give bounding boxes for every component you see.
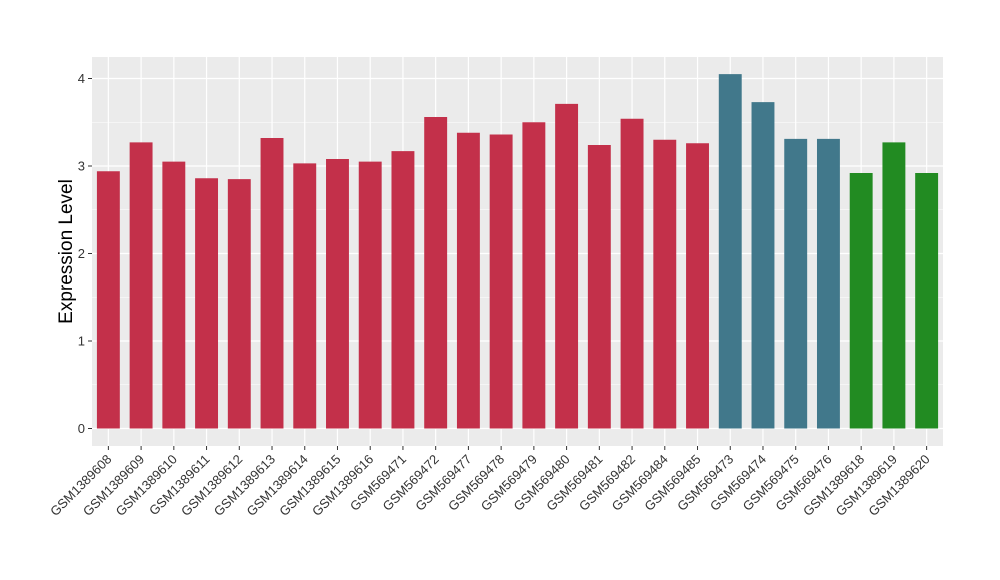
bar-GSM569478	[489, 134, 513, 429]
bar-GSM1389611	[195, 178, 219, 429]
y-tick-label: 3	[78, 159, 85, 174]
bar-GSM569473	[718, 74, 742, 429]
y-tick-label: 1	[78, 334, 85, 349]
plot-panel	[92, 57, 943, 446]
bar-GSM569474	[751, 102, 775, 429]
bar-GSM569482	[620, 118, 644, 429]
bar-GSM569481	[587, 145, 611, 429]
bar-GSM1389619	[882, 142, 906, 429]
bar-GSM569484	[653, 139, 677, 429]
bar-GSM1389613	[260, 138, 284, 429]
bar-GSM1389609	[129, 142, 153, 429]
y-tick-label: 4	[78, 71, 85, 86]
bar-GSM1389618	[849, 173, 873, 429]
bar-GSM569471	[391, 151, 415, 429]
y-axis-title: Expression Level	[56, 179, 77, 324]
bar-GSM569479	[522, 122, 546, 429]
bar-GSM1389612	[227, 179, 251, 429]
bar-GSM569480	[555, 103, 579, 429]
x-axis: GSM1389608GSM1389609GSM1389610GSM1389611…	[47, 446, 933, 519]
bars	[96, 74, 939, 429]
bar-GSM569475	[784, 138, 808, 429]
bar-GSM1389620	[915, 173, 939, 429]
bar-GSM569472	[424, 117, 448, 429]
bar-GSM569476	[816, 138, 840, 429]
bar-GSM1389608	[96, 171, 120, 429]
bar-GSM1389616	[358, 161, 382, 429]
bar-GSM1389615	[326, 159, 349, 429]
y-tick-label: 2	[78, 246, 85, 261]
bar-GSM569477	[456, 132, 480, 429]
bar-GSM1389614	[293, 163, 317, 429]
y-axis: 0 1 2 3 4	[78, 71, 92, 436]
bar-GSM569485	[686, 143, 709, 429]
bar-GSM1389610	[162, 161, 186, 429]
y-tick-label: 0	[78, 421, 85, 436]
